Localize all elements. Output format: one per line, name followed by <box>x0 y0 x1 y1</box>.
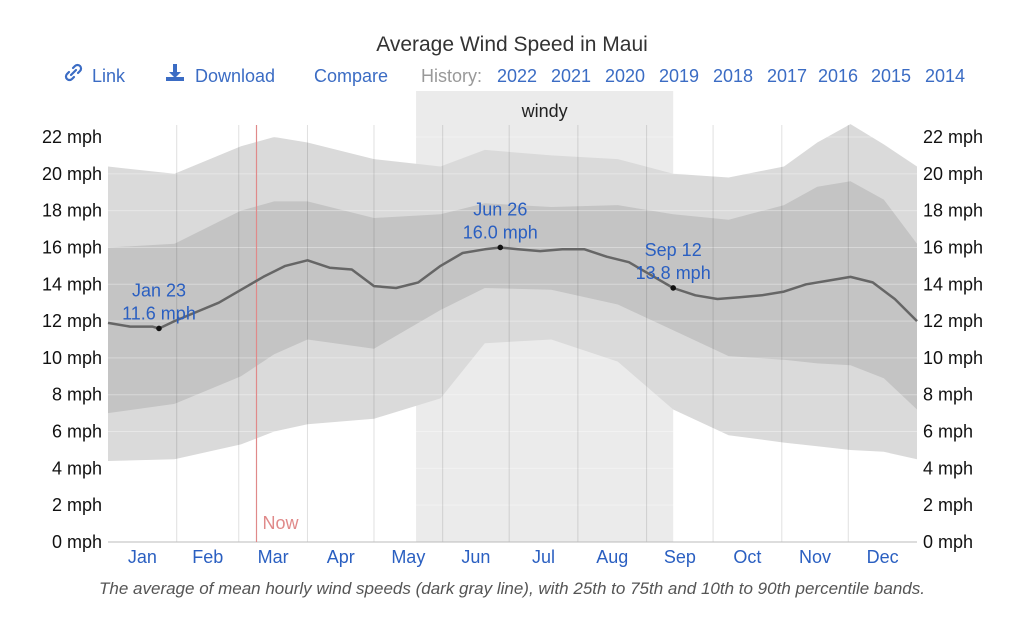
y-tick-label-left: 10 mph <box>42 348 102 368</box>
y-tick-label-right: 10 mph <box>923 348 983 368</box>
annotation-date: Jun 26 <box>473 199 527 219</box>
chart-title: Average Wind Speed in Maui <box>376 33 648 56</box>
history-year-2016[interactable]: 2016 <box>818 66 858 86</box>
annotation-point <box>497 244 504 251</box>
now-label: Now <box>263 513 300 533</box>
x-tick-label: Mar <box>258 547 289 567</box>
y-tick-label-right: 18 mph <box>923 201 983 221</box>
annotation-value: 11.6 mph <box>122 303 196 323</box>
y-tick-label-left: 4 mph <box>52 458 102 478</box>
x-tick-label: May <box>391 547 425 567</box>
y-tick-label-left: 12 mph <box>42 311 102 331</box>
chart-caption: The average of mean hourly wind speeds (… <box>99 579 925 598</box>
x-tick-label: Jul <box>532 547 555 567</box>
history-year-2018[interactable]: 2018 <box>713 66 753 86</box>
x-tick-label: Nov <box>799 547 831 567</box>
history-year-2022[interactable]: 2022 <box>497 66 537 86</box>
compare-link[interactable]: Compare <box>314 66 388 86</box>
x-tick-label: Aug <box>596 547 628 567</box>
band-p25_p75 <box>108 181 917 414</box>
download-button[interactable]: Download <box>166 64 275 86</box>
x-tick-label: Oct <box>733 547 761 567</box>
x-tick-label: Apr <box>327 547 355 567</box>
y-tick-label-right: 20 mph <box>923 164 983 184</box>
windy-label: windy <box>521 101 568 121</box>
x-tick-label: Sep <box>664 547 696 567</box>
y-tick-label-right: 22 mph <box>923 127 983 147</box>
x-tick-label: Feb <box>192 547 223 567</box>
annotation-date: Jan 23 <box>132 280 186 300</box>
y-tick-label-right: 16 mph <box>923 237 983 257</box>
history-year-2014[interactable]: 2014 <box>925 66 965 86</box>
y-tick-label-right: 14 mph <box>923 274 983 294</box>
history-year-2021[interactable]: 2021 <box>551 66 591 86</box>
y-tick-label-left: 20 mph <box>42 164 102 184</box>
y-tick-label-right: 12 mph <box>923 311 983 331</box>
history-label: History: <box>421 66 482 86</box>
link-label: Link <box>92 66 126 86</box>
annotation-date: Sep 12 <box>645 240 702 260</box>
y-tick-label-left: 8 mph <box>52 385 102 405</box>
y-tick-label-left: 6 mph <box>52 422 102 442</box>
y-tick-label-right: 0 mph <box>923 532 973 552</box>
x-tick-label: Jan <box>128 547 157 567</box>
wind-speed-chart: Average Wind Speed in Maui Link Download… <box>42 33 983 567</box>
download-icon <box>166 64 184 81</box>
download-label: Download <box>195 66 275 86</box>
history-year-2015[interactable]: 2015 <box>871 66 911 86</box>
link-button[interactable]: Link <box>64 63 126 86</box>
link-icon <box>64 63 83 82</box>
y-tick-label-left: 2 mph <box>52 495 102 515</box>
y-tick-label-left: 18 mph <box>42 201 102 221</box>
y-tick-label-left: 0 mph <box>52 532 102 552</box>
history-year-2017[interactable]: 2017 <box>767 66 807 86</box>
y-tick-label-left: 22 mph <box>42 127 102 147</box>
y-tick-label-left: 14 mph <box>42 274 102 294</box>
history-year-2019[interactable]: 2019 <box>659 66 699 86</box>
annotation-value: 13.8 mph <box>636 263 711 283</box>
y-tick-label-right: 2 mph <box>923 495 973 515</box>
y-tick-label-left: 16 mph <box>42 237 102 257</box>
annotation-value: 16.0 mph <box>463 222 538 242</box>
annotation-point <box>156 325 162 332</box>
y-tick-label-right: 4 mph <box>923 458 973 478</box>
y-tick-label-right: 8 mph <box>923 385 973 405</box>
annotation-point <box>670 285 676 291</box>
history-year-2020[interactable]: 2020 <box>605 66 645 86</box>
x-tick-label: Jun <box>461 547 490 567</box>
x-tick-label: Dec <box>867 547 899 567</box>
y-tick-label-right: 6 mph <box>923 422 973 442</box>
